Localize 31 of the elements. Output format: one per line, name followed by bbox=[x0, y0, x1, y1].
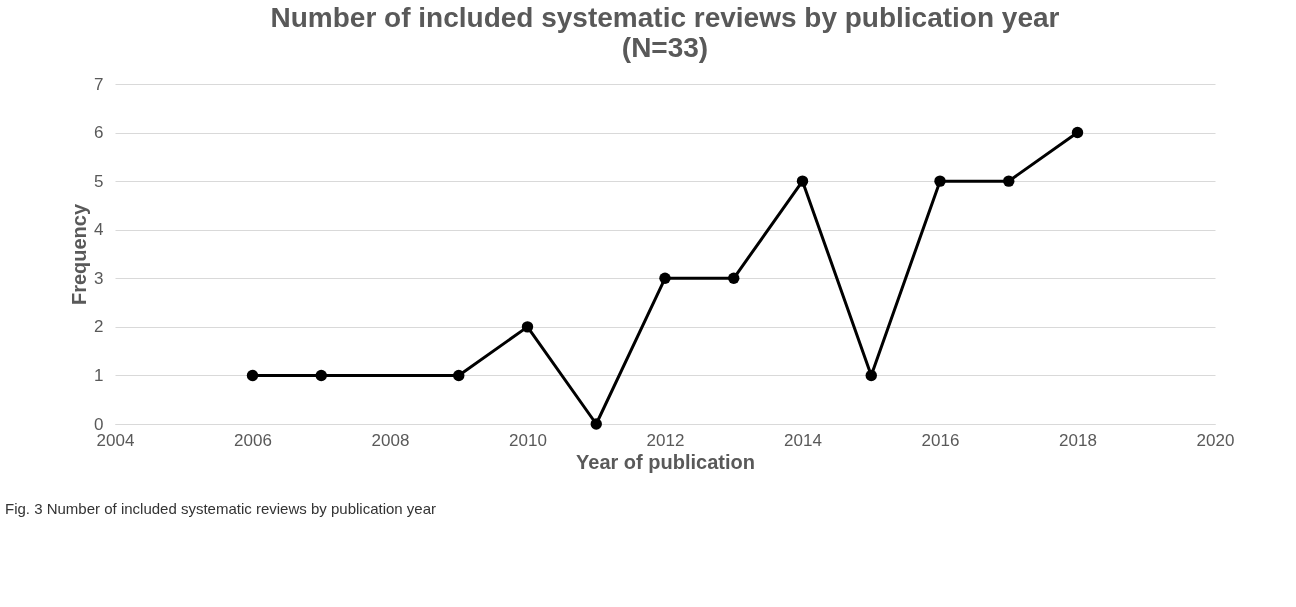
point bbox=[521, 321, 534, 333]
x-tick-label: 2006 bbox=[234, 430, 272, 450]
y-tick-label: 1 bbox=[94, 365, 104, 385]
x-tick-label: 2018 bbox=[1059, 430, 1097, 450]
point bbox=[590, 418, 602, 430]
point bbox=[1003, 175, 1015, 187]
point bbox=[659, 272, 671, 284]
x-axis-title: Year of publication bbox=[576, 450, 755, 473]
y-tick-label: 7 bbox=[94, 74, 104, 94]
y-tick-label: 4 bbox=[94, 220, 104, 240]
point bbox=[796, 175, 809, 187]
point bbox=[934, 175, 946, 187]
point bbox=[1071, 126, 1084, 139]
chart-title: Number of included systematic reviews by publication year (N=33) bbox=[270, 2, 1060, 63]
point bbox=[865, 369, 877, 382]
x-tick-label: 2010 bbox=[509, 430, 547, 450]
point bbox=[315, 369, 327, 382]
x-tick-label: 2014 bbox=[784, 430, 822, 450]
y-tick-label: 5 bbox=[94, 171, 104, 191]
x-tick-label: 2008 bbox=[371, 430, 410, 450]
y-tick-label: 2 bbox=[94, 317, 104, 337]
y-tick-label: 3 bbox=[94, 268, 104, 288]
point bbox=[728, 272, 740, 284]
point bbox=[246, 369, 259, 382]
x-tick-label: 2020 bbox=[1196, 430, 1235, 450]
point bbox=[453, 369, 465, 382]
y-tick-label: 6 bbox=[94, 123, 104, 143]
y-axis-title: Frequency bbox=[68, 203, 91, 306]
x-tick-label: 2016 bbox=[921, 430, 960, 450]
caption: Fig. 3 Number of included systematic reviews by publication year bbox=[5, 500, 437, 517]
x-tick-label: 2012 bbox=[646, 430, 685, 450]
